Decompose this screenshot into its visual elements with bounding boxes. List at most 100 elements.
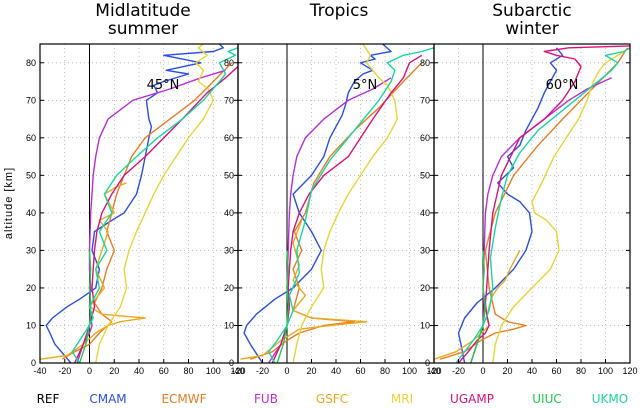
x-tick-label: -40	[231, 366, 244, 376]
latitude-label: 45°N	[147, 78, 180, 93]
series-line-cmam	[457, 47, 564, 363]
series-line-ukmo	[267, 47, 434, 363]
panel-title: summer	[108, 19, 178, 39]
x-tick-label: 20	[109, 366, 119, 376]
series-line-ugamp	[271, 54, 423, 363]
y-tick-label: 10	[26, 320, 36, 330]
y-tick-label: 60	[224, 133, 234, 143]
x-tick-label: -20	[256, 366, 269, 376]
panel-2: -40 -20 0 20 40 60 80 100 12001020304050607080Tr…	[224, 1, 442, 376]
y-tick-label: 80	[420, 58, 430, 68]
y-tick-label: 20	[420, 283, 430, 293]
series-line-fub	[76, 69, 226, 363]
series-line-uiuc	[470, 250, 487, 363]
series-line-cmam	[45, 44, 224, 363]
series-line-ukmo	[71, 47, 238, 363]
y-tick-label: 40	[26, 208, 36, 218]
x-tick-label: 80	[183, 366, 193, 376]
y-tick-label: 80	[224, 58, 234, 68]
series-line-uiuc	[276, 250, 289, 363]
y-tick-label: 70	[26, 95, 36, 105]
series-line-ecmwf	[61, 62, 233, 360]
x-tick-label: 60	[551, 366, 561, 376]
series-line-gsfc	[240, 220, 368, 360]
x-tick-label: 80	[576, 366, 586, 376]
legend-item-ecmwf: ECMWF	[161, 392, 206, 406]
legend: REF CMAM ECMWF FUB GSFC MRI UGAMP UIUC UKMO	[37, 392, 629, 406]
panel-title: Tropics	[309, 1, 369, 21]
y-axis-label: altitude [km]	[3, 167, 15, 239]
series-line-mri	[95, 44, 215, 363]
y-tick-label: 0	[31, 358, 36, 368]
x-tick-label: -40	[427, 366, 440, 376]
legend-item-ugamp: UGAMP	[450, 392, 494, 406]
panel-title: Midlatitude	[95, 1, 190, 21]
x-tick-label: -20	[452, 366, 465, 376]
x-tick-label: -40	[33, 366, 46, 376]
y-tick-label: 0	[229, 358, 234, 368]
y-tick-label: 10	[420, 320, 430, 330]
series-group	[240, 44, 434, 363]
x-tick-label: -20	[58, 366, 71, 376]
x-tick-label: 0	[480, 366, 485, 376]
series-group	[434, 44, 630, 363]
x-tick-label: 20	[306, 366, 316, 376]
panel-frame	[237, 43, 435, 364]
legend-item-ref: REF	[37, 392, 60, 406]
panel-3: -40 -20 0 20 40 60 80 100 12001020304050607080Su…	[420, 1, 638, 376]
x-tick-label: 0	[284, 366, 289, 376]
x-tick-label: 60	[355, 366, 365, 376]
x-tick-label: 100	[598, 366, 613, 376]
y-tick-label: 0	[425, 358, 430, 368]
legend-item-mri: MRI	[391, 392, 413, 406]
y-tick-label: 70	[420, 95, 430, 105]
x-tick-label: 40	[331, 366, 341, 376]
x-tick-label: 20	[502, 366, 512, 376]
x-tick-label: 100	[206, 366, 221, 376]
x-tick-label: 40	[527, 366, 537, 376]
series-line-ukmo	[455, 47, 630, 363]
x-tick-label: 40	[134, 366, 144, 376]
y-tick-label: 50	[26, 170, 36, 180]
y-tick-label: 10	[224, 320, 234, 330]
x-tick-label: 120	[622, 366, 637, 376]
x-tick-label: 120	[230, 366, 245, 376]
panel-title: winter	[505, 19, 559, 39]
y-tick-label: 30	[420, 245, 430, 255]
y-tick-label: 60	[26, 133, 36, 143]
x-tick-label: 100	[402, 366, 417, 376]
y-tick-label: 60	[420, 133, 430, 143]
legend-item-fub: FUB	[254, 392, 278, 406]
y-tick-label: 40	[420, 208, 430, 218]
y-tick-label: 80	[26, 58, 36, 68]
x-tick-label: 120	[426, 366, 441, 376]
x-tick-label: 80	[380, 366, 390, 376]
y-tick-label: 50	[224, 170, 234, 180]
y-tick-label: 20	[26, 283, 36, 293]
series-line-ugamp	[457, 45, 630, 363]
series-group	[40, 44, 238, 363]
y-tick-label: 30	[224, 245, 234, 255]
panel-title: Subarctic	[492, 1, 571, 21]
y-tick-label: 50	[420, 170, 430, 180]
y-tick-label: 70	[224, 95, 234, 105]
x-tick-label: 60	[159, 366, 169, 376]
legend-item-gsfc: GSFC	[316, 392, 348, 406]
series-line-ugamp	[74, 65, 238, 363]
legend-item-ukmo: UKMO	[592, 392, 628, 406]
series-line-ecmwf	[439, 47, 629, 360]
series-line-uiuc	[78, 250, 92, 363]
y-tick-label: 30	[26, 245, 36, 255]
y-tick-label: 40	[224, 208, 234, 218]
series-line-cmam	[243, 44, 392, 363]
panel-1: -40 -20 0 20 40 60 80 100 12001020304050607080Mi…	[26, 1, 246, 376]
y-tick-label: 20	[224, 283, 234, 293]
latitude-label: 5°N	[353, 78, 378, 93]
latitude-label: 60°N	[546, 78, 579, 93]
series-line-mri	[492, 47, 630, 363]
x-tick-label: 0	[87, 366, 92, 376]
series-line-mri	[292, 44, 398, 363]
legend-item-cmam: CMAM	[89, 392, 126, 406]
legend-item-uiuc: UIUC	[532, 392, 561, 406]
